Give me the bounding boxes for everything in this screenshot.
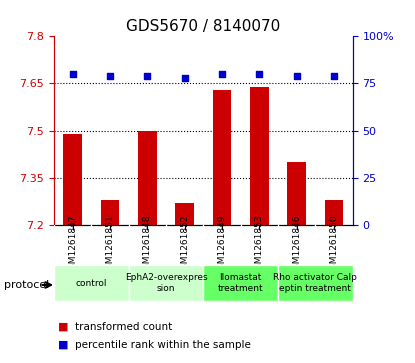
Point [181, 75, 188, 81]
Text: Ilomastat
treatment: Ilomastat treatment [218, 273, 264, 293]
Point [107, 73, 113, 79]
Point [144, 73, 151, 79]
Point [293, 73, 300, 79]
Text: protocol: protocol [4, 280, 49, 290]
Bar [325, 200, 344, 225]
Text: Rho activator Calp
eptin treatment: Rho activator Calp eptin treatment [273, 273, 357, 293]
FancyBboxPatch shape [129, 265, 203, 301]
Bar [176, 203, 194, 225]
Text: GSM1261852: GSM1261852 [180, 215, 189, 275]
Text: percentile rank within the sample: percentile rank within the sample [75, 340, 251, 350]
FancyBboxPatch shape [203, 265, 278, 301]
Point [256, 71, 263, 77]
Bar [63, 134, 82, 225]
Text: control: control [76, 279, 107, 287]
Bar [213, 90, 232, 225]
Text: ■: ■ [58, 322, 68, 332]
Bar [138, 131, 157, 225]
Title: GDS5670 / 8140070: GDS5670 / 8140070 [126, 19, 281, 34]
Text: EphA2-overexpres
sion: EphA2-overexpres sion [124, 273, 208, 293]
Text: GSM1261851: GSM1261851 [105, 215, 115, 276]
FancyBboxPatch shape [54, 265, 129, 301]
Bar [250, 87, 269, 225]
Text: GSM1261848: GSM1261848 [143, 215, 152, 275]
Point [331, 73, 337, 79]
Text: GSM1261849: GSM1261849 [217, 215, 227, 275]
Text: GSM1261846: GSM1261846 [292, 215, 301, 275]
Text: GSM1261853: GSM1261853 [255, 215, 264, 276]
Text: transformed count: transformed count [75, 322, 172, 332]
FancyBboxPatch shape [278, 265, 353, 301]
Point [219, 71, 225, 77]
Text: ■: ■ [58, 340, 68, 350]
Text: GSM1261850: GSM1261850 [330, 215, 339, 276]
Text: GSM1261847: GSM1261847 [68, 215, 77, 275]
Bar [101, 200, 120, 225]
Bar [287, 162, 306, 225]
Point [69, 71, 76, 77]
